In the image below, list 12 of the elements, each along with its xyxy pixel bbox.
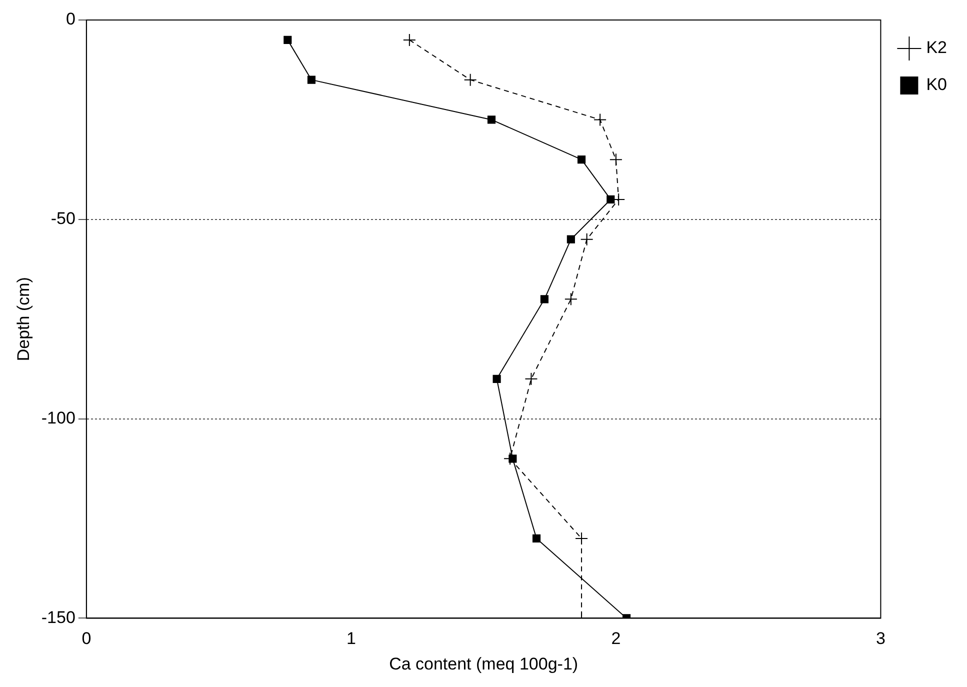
legend-label: K0: [926, 75, 948, 94]
x-tick-label: 1: [346, 629, 356, 648]
y-axis-title: Depth (cm): [14, 277, 33, 362]
x-tick-label: 0: [82, 629, 92, 648]
x-tick-label: 2: [611, 629, 621, 648]
y-tick-label: 0: [66, 10, 76, 29]
y-tick-label: -150: [41, 608, 76, 627]
legend-label: K2: [926, 38, 948, 58]
x-axis-title: Ca content (meq 100g-1): [389, 654, 578, 674]
x-tick-label: 3: [876, 629, 886, 648]
y-tick-label: -50: [50, 209, 76, 228]
y-tick-label: -100: [41, 408, 76, 428]
